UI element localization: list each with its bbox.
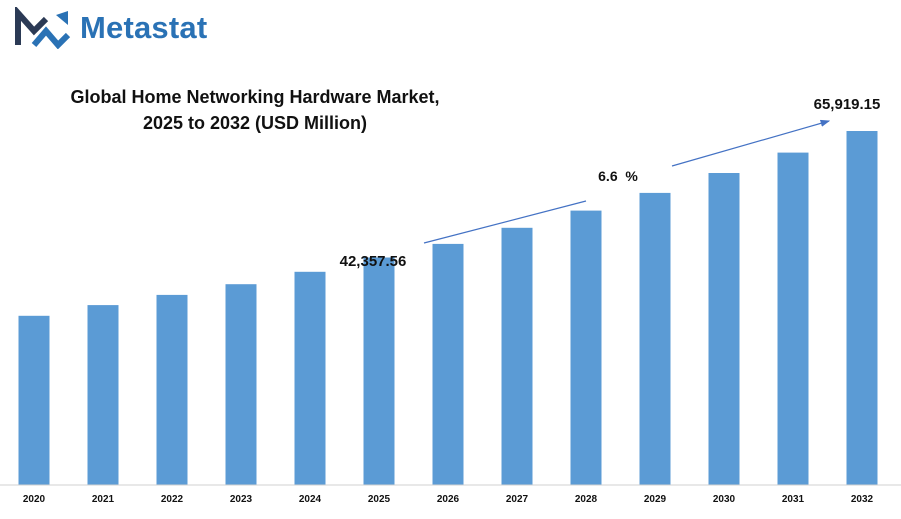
chart-title: Global Home Networking Hardware Market,: [70, 87, 440, 107]
x-tick-label: 2025: [368, 494, 391, 505]
bar-2024: [294, 271, 326, 485]
x-axis-ticks: 2020 2021 2022 2023 2024 2025 2026 2027 2028 2029…: [23, 494, 874, 505]
x-tick-label: 2020: [23, 494, 46, 505]
bar-2022: [156, 294, 188, 485]
metastat-logo-icon: [15, 7, 71, 49]
growth-arrow-segment: [423, 200, 587, 244]
bar-2031: [777, 152, 809, 485]
bar-2029: [639, 192, 671, 485]
x-tick-label: 2027: [506, 494, 529, 505]
x-tick-label: 2026: [437, 494, 460, 505]
bar-2021: [87, 305, 119, 485]
start-value-label: 42,357.56: [340, 253, 407, 270]
bar-2023: [225, 284, 257, 485]
x-tick-label: 2023: [230, 494, 253, 505]
bar-2020: [18, 315, 50, 485]
x-tick-label: 2021: [92, 494, 115, 505]
bar-2032: [846, 131, 878, 485]
brand-logo: Metastat: [14, 6, 207, 50]
chart-title-block: Global Home Networking Hardware Market, …: [24, 84, 486, 136]
brand-name: Metastat: [80, 10, 208, 45]
bar-2030: [708, 173, 740, 485]
bar-2028: [570, 210, 602, 485]
x-tick-label: 2028: [575, 494, 598, 505]
end-value-label: 65,919.15: [814, 96, 881, 113]
bar-2025: [363, 257, 395, 485]
cagr-label: 6.6 %: [598, 168, 638, 184]
chart-subtitle: 2025 to 2032 (USD Million): [142, 113, 368, 133]
growth-arrow: [671, 119, 831, 167]
bar-2026: [432, 243, 464, 485]
x-tick-label: 2031: [782, 494, 805, 505]
bar-2027: [501, 227, 533, 486]
x-tick-label: 2022: [161, 494, 184, 505]
bar-series: [18, 131, 878, 486]
x-tick-label: 2032: [851, 494, 874, 505]
x-tick-label: 2029: [644, 494, 667, 505]
x-tick-label: 2024: [299, 494, 322, 505]
x-tick-label: 2030: [713, 494, 736, 505]
